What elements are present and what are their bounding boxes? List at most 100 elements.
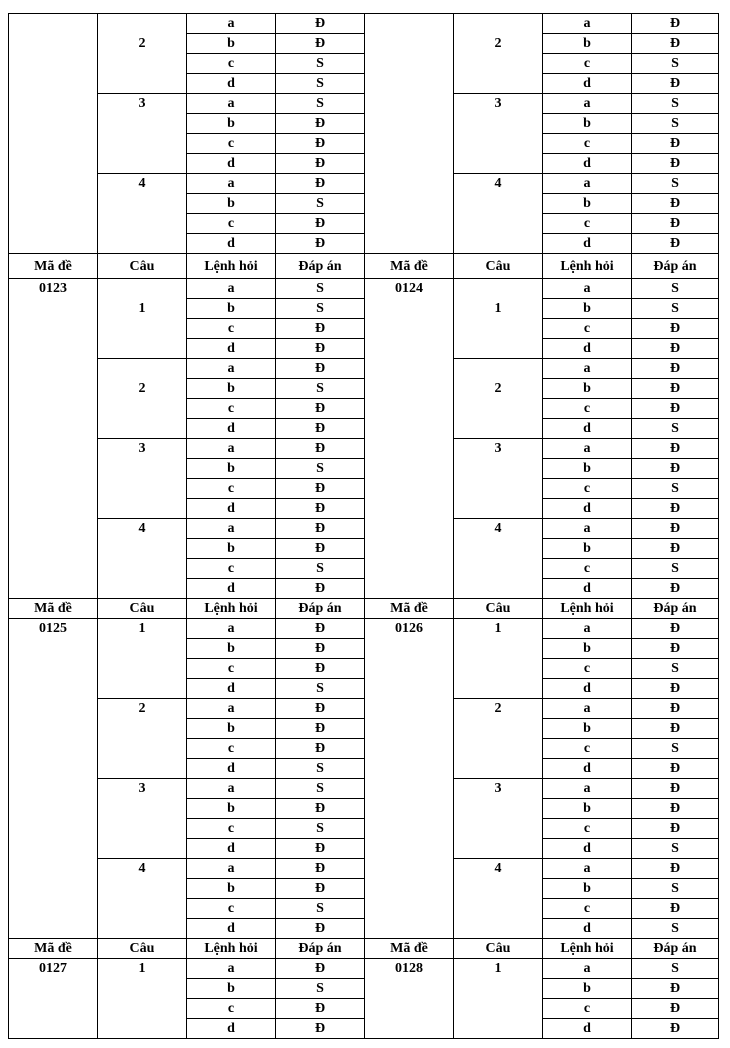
answer-cell-text: Đ — [314, 841, 326, 856]
sub-question-cell-text: a — [583, 441, 591, 456]
sub-question-cell: d — [542, 678, 632, 699]
answer-cell: Đ — [275, 13, 365, 34]
column-header-text: Đáp án — [653, 941, 697, 956]
exam-code-cell: 0126 — [364, 618, 454, 939]
exam-code-cell-text: 0123 — [39, 281, 67, 296]
question-number-cell-text: 4 — [494, 521, 502, 536]
sub-question-cell: c — [186, 318, 276, 339]
table-row: 4 a Đ 4 a Đ — [9, 858, 719, 939]
sub-question-cell: c — [186, 818, 276, 839]
question-number-cell-text: 3 — [138, 441, 146, 456]
question-number-cell-text: 2 — [138, 701, 146, 716]
answer-cell: S — [631, 838, 719, 859]
table-row: 3 a Đ 3 a Đ — [9, 438, 719, 519]
sub-question-cell-text: a — [583, 961, 591, 976]
sub-question-cell: b — [186, 878, 276, 899]
answer-cell-text: Đ — [669, 621, 681, 636]
sub-question-cell: b — [542, 878, 632, 899]
sub-question-cell-text: c — [227, 741, 235, 756]
sub-question-cell-text: d — [583, 421, 591, 436]
sub-question-cell: d — [186, 758, 276, 779]
sub-question-cell-text: a — [227, 961, 235, 976]
sub-question-cell-text: d — [227, 76, 235, 91]
sub-question-cell-text: a — [583, 176, 591, 191]
sub-question-cell: b — [186, 978, 276, 999]
answer-cell: S — [631, 53, 719, 74]
sub-question-cell: c — [542, 998, 632, 1019]
answer-cell-text: S — [316, 381, 324, 396]
column-header-text: Mã đề — [390, 258, 428, 274]
sub-question-cell: a — [542, 93, 632, 114]
answer-cell-text: S — [316, 901, 324, 916]
answer-cell: Đ — [275, 518, 365, 539]
question-number-cell-text: 3 — [494, 441, 502, 456]
answer-cell: S — [275, 278, 365, 299]
answer-cell: Đ — [275, 618, 365, 639]
sub-question-cell: b — [186, 538, 276, 559]
answer-cell: S — [275, 73, 365, 94]
sub-question-cell: b — [542, 718, 632, 739]
question-number-cell: 3 — [97, 438, 187, 519]
sub-question-cell-text: a — [583, 361, 591, 376]
sub-question-cell: b — [186, 33, 276, 54]
column-header: Đáp án — [275, 938, 365, 959]
sub-question-cell-text: b — [227, 721, 235, 736]
column-header: Mã đề — [8, 938, 98, 959]
sub-question-cell: b — [542, 458, 632, 479]
sub-question-cell: c — [542, 478, 632, 499]
sub-question-cell-text: c — [227, 901, 235, 916]
answer-cell-text: S — [671, 961, 679, 976]
answer-cell-text: Đ — [669, 761, 681, 776]
answer-cell-text: Đ — [314, 621, 326, 636]
answer-cell-text: Đ — [314, 741, 326, 756]
question-number-cell-text: 3 — [494, 96, 502, 111]
answer-cell-text: Đ — [314, 641, 326, 656]
column-header-text: Câu — [129, 258, 155, 274]
sub-question-cell-text: d — [583, 761, 591, 776]
sub-question-cell-text: b — [227, 881, 235, 896]
answer-cell: Đ — [275, 233, 365, 254]
answer-cell-text: Đ — [669, 321, 681, 336]
answer-cell: Đ — [631, 898, 719, 919]
exam-code-cell: 0125 — [8, 618, 98, 939]
sub-question-cell-text: a — [227, 781, 235, 796]
column-header-text: Lệnh hỏi — [560, 941, 614, 956]
answer-cell: S — [275, 818, 365, 839]
column-header-text: Đáp án — [653, 601, 697, 616]
sub-question-cell-text: d — [227, 841, 235, 856]
table-row: 2 a Đ 2 a Đ — [9, 698, 719, 779]
answer-cell-text: Đ — [669, 401, 681, 416]
sub-question-cell-text: c — [583, 901, 591, 916]
sub-question-cell-text: d — [583, 341, 591, 356]
sub-question-cell-text: a — [583, 781, 591, 796]
question-number-cell: 2 — [453, 358, 543, 439]
sub-question-cell-text: d — [227, 341, 235, 356]
column-header: Câu — [97, 938, 187, 959]
answer-cell-text: Đ — [314, 236, 326, 251]
answer-cell: Đ — [631, 438, 719, 459]
sub-question-cell: c — [542, 558, 632, 579]
answer-cell: Đ — [631, 133, 719, 154]
column-header-text: Câu — [129, 601, 155, 616]
answer-cell-text: Đ — [314, 541, 326, 556]
sub-question-cell-text: b — [583, 116, 591, 131]
column-header-text: Câu — [485, 601, 511, 616]
answer-cell: Đ — [631, 798, 719, 819]
sub-question-cell: d — [186, 838, 276, 859]
sub-question-cell-text: b — [227, 301, 235, 316]
answer-cell: Đ — [631, 153, 719, 174]
sub-question-cell: c — [186, 53, 276, 74]
column-header: Câu — [453, 938, 543, 959]
answer-cell: Đ — [275, 153, 365, 174]
answer-cell: S — [275, 898, 365, 919]
question-number-cell: 4 — [453, 518, 543, 599]
sub-question-cell-text: d — [583, 921, 591, 936]
sub-question-cell-text: d — [583, 841, 591, 856]
answer-cell: S — [275, 678, 365, 699]
column-header: Đáp án — [275, 253, 365, 279]
sub-question-cell: a — [542, 518, 632, 539]
sub-question-cell-text: d — [583, 1021, 591, 1036]
question-number-cell: 4 — [97, 518, 187, 599]
